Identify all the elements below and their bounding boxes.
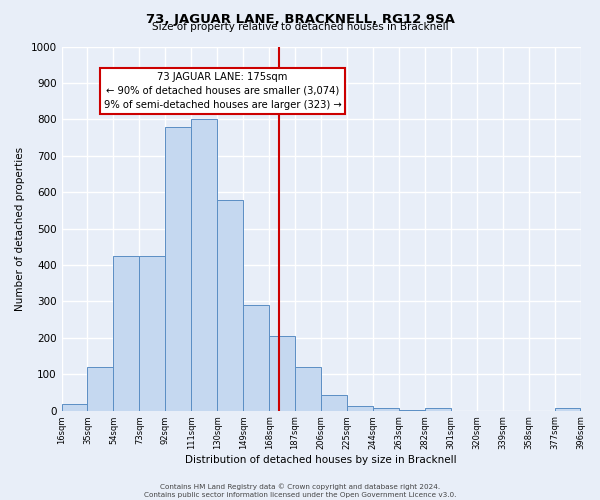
Bar — [191, 120, 217, 410]
Bar — [139, 256, 166, 410]
Bar — [166, 126, 191, 410]
Bar — [217, 200, 243, 410]
Y-axis label: Number of detached properties: Number of detached properties — [15, 146, 25, 310]
Bar — [295, 367, 321, 410]
Bar — [62, 404, 88, 410]
Bar — [425, 408, 451, 410]
Text: 73 JAGUAR LANE: 175sqm
← 90% of detached houses are smaller (3,074)
9% of semi-d: 73 JAGUAR LANE: 175sqm ← 90% of detached… — [104, 72, 341, 110]
Bar — [554, 408, 580, 410]
Bar — [347, 406, 373, 410]
Bar — [373, 408, 399, 410]
Bar — [321, 396, 347, 410]
Bar — [269, 336, 295, 410]
Text: Contains HM Land Registry data © Crown copyright and database right 2024.: Contains HM Land Registry data © Crown c… — [160, 484, 440, 490]
Text: Size of property relative to detached houses in Bracknell: Size of property relative to detached ho… — [152, 22, 448, 32]
Bar — [88, 367, 113, 410]
Bar — [243, 305, 269, 410]
Bar — [113, 256, 139, 410]
Text: Contains public sector information licensed under the Open Government Licence v3: Contains public sector information licen… — [144, 492, 456, 498]
Text: 73, JAGUAR LANE, BRACKNELL, RG12 9SA: 73, JAGUAR LANE, BRACKNELL, RG12 9SA — [146, 12, 454, 26]
X-axis label: Distribution of detached houses by size in Bracknell: Distribution of detached houses by size … — [185, 455, 457, 465]
